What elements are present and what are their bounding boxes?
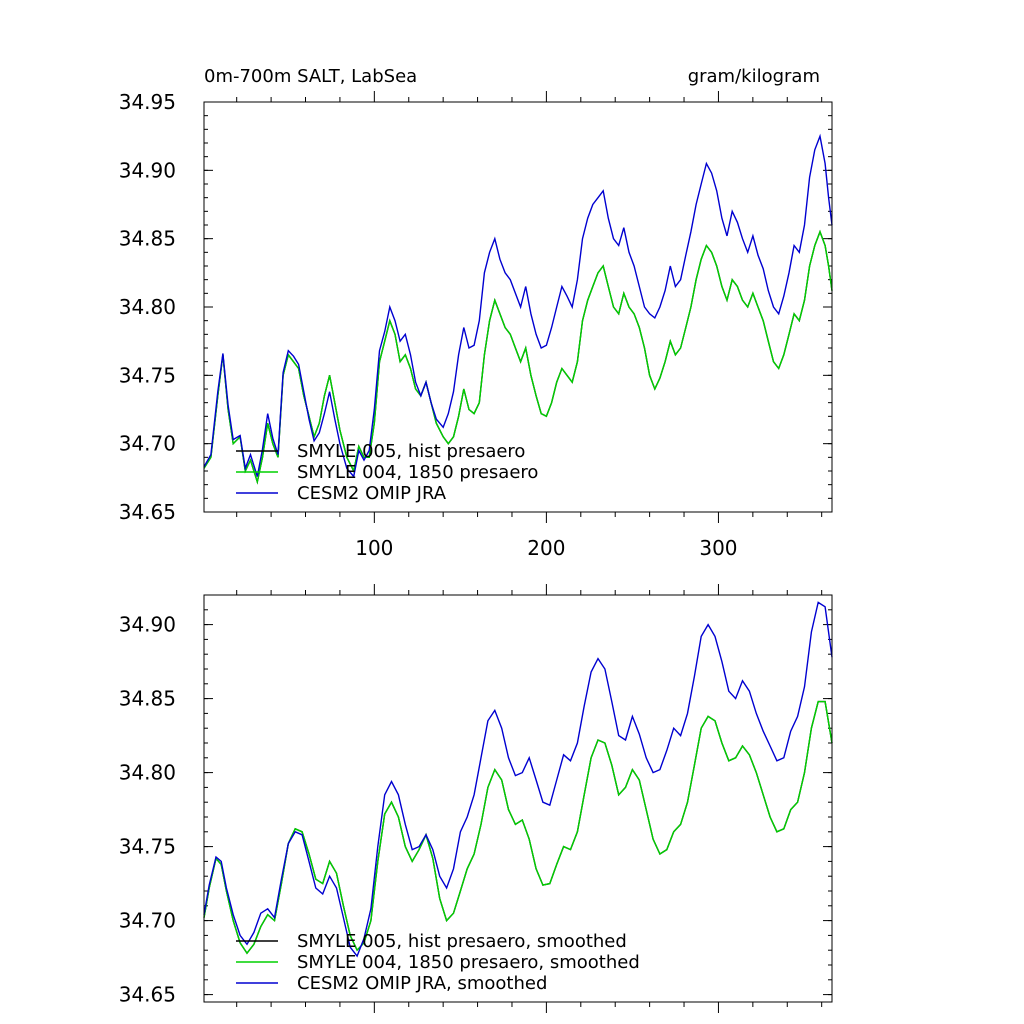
- series-line-smyle-004-1850-presaero-smoothed: [203, 700, 833, 955]
- y-tick-label: 34.75: [119, 363, 176, 387]
- y-tick-label: 34.70: [119, 432, 176, 456]
- units-label: gram/kilogram: [688, 66, 820, 87]
- y-tick-label: 34.85: [119, 227, 176, 251]
- bottom-plot-frame: [203, 594, 833, 1003]
- y-tick-label: 34.65: [119, 983, 176, 1007]
- y-tick-label: 34.90: [119, 613, 176, 637]
- y-tick-label: 34.80: [119, 761, 176, 785]
- series-line-smyle-004-1850-presaero: [203, 229, 833, 485]
- top-y-tick-labels: 34.65 34.70 34.75 34.80 34.85 34.90 34.95: [119, 90, 176, 524]
- top-plot-frame: [203, 101, 833, 513]
- bottom-legend: SMYLE 005, hist presaero, smoothedSMYLE …: [236, 931, 640, 994]
- x-tick-label: 300: [699, 536, 737, 560]
- y-tick-label: 34.75: [119, 835, 176, 859]
- series-line-cesm2-omip-jra-smoothed: [203, 601, 833, 958]
- y-tick-label: 34.70: [119, 909, 176, 933]
- y-tick-label: 34.80: [119, 295, 176, 319]
- bottom-series-group: [203, 601, 833, 958]
- x-tick-label: 200: [527, 536, 565, 560]
- chart-top: 0m-700m SALT, LabSea gram/kilogram 34.65…: [119, 66, 833, 560]
- y-tick-label: 34.95: [119, 90, 176, 114]
- top-series-group: [203, 133, 833, 485]
- x-tick-label: 100: [355, 536, 393, 560]
- series-line-smyle-005-hist-presaero-smoothed: [203, 700, 833, 955]
- legend-label: CESM2 OMIP JRA: [297, 483, 447, 504]
- bottom-tick-marks: [204, 584, 832, 1013]
- bottom-y-tick-labels: 34.65 34.70 34.75 34.80 34.85 34.90: [119, 613, 176, 1007]
- y-tick-label: 34.65: [119, 500, 176, 524]
- series-line-cesm2-omip-jra: [203, 133, 833, 479]
- legend-label: SMYLE 005, hist presaero: [297, 441, 525, 462]
- legend-label: SMYLE 005, hist presaero, smoothed: [297, 931, 627, 952]
- legend-label: SMYLE 004, 1850 presaero, smoothed: [297, 952, 640, 973]
- chart-title: 0m-700m SALT, LabSea: [204, 66, 417, 87]
- legend-label: SMYLE 004, 1850 presaero: [297, 462, 538, 483]
- y-tick-label: 34.90: [119, 158, 176, 182]
- top-x-tick-labels: 100 200 300: [355, 536, 737, 560]
- y-tick-label: 34.85: [119, 687, 176, 711]
- legend-label: CESM2 OMIP JRA, smoothed: [297, 973, 547, 994]
- chart-bottom: 34.65 34.70 34.75 34.80 34.85 34.90 SMYLE 005…: [119, 584, 833, 1013]
